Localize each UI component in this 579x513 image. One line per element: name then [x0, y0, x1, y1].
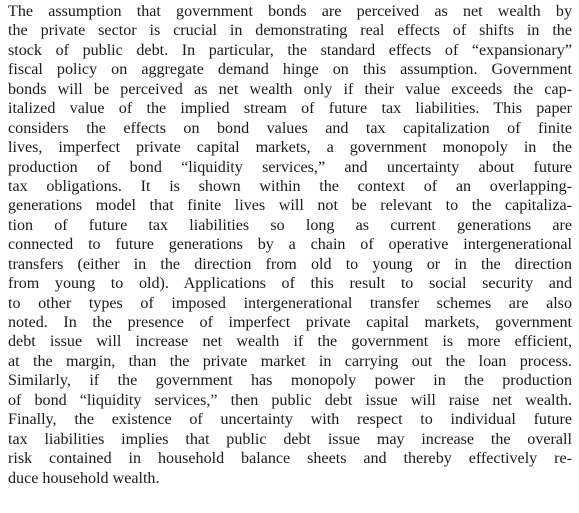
text-line-5: bonds will be perceived as net wealth on…: [8, 80, 572, 98]
text-line-24: risk contained in household balance shee…: [8, 450, 572, 468]
text-line-15: from young to old). Applications of this…: [8, 275, 572, 293]
text-line-2: the private sector is crucial in demonst…: [8, 22, 572, 40]
text-line-13: connected to future generations by a cha…: [8, 236, 572, 254]
text-line-22: Finally, the existence of uncertainty wi…: [8, 411, 572, 429]
text-line-8: lives, imperfect private capital markets…: [8, 139, 572, 157]
text-line-7: considers the effects on bond values and…: [8, 119, 572, 137]
text-line-4: fiscal policy on aggregate demand hinge …: [8, 61, 572, 79]
text-line-10: tax obligations. It is shown within the …: [8, 177, 572, 195]
text-line-25: duce household wealth.: [8, 469, 160, 487]
text-line-20: Similarly, if the government has monopol…: [8, 372, 572, 390]
text-line-23: tax liabilities implies that public debt…: [8, 430, 572, 448]
text-line-11: generations model that finite lives will…: [8, 197, 572, 215]
text-line-21: of bond “liquidity services,” then publi…: [8, 391, 572, 409]
text-line-17: noted. In the presence of imperfect priv…: [8, 314, 572, 331]
text-line-14: transfers (either in the direction from …: [8, 255, 572, 273]
abstract-paragraph: The assumption that government bonds are…: [8, 2, 572, 488]
text-line-18: debt issue will increase net wealth if t…: [8, 333, 572, 351]
text-line-19: at the margin, than the private market i…: [8, 352, 572, 370]
text-line-6: italized value of the implied stream of …: [8, 100, 572, 118]
text-line-9: production of bond “liquidity services,”…: [8, 158, 572, 176]
text-line-3: stock of public debt. In particular, the…: [8, 41, 572, 59]
text-line-12: tion of future tax liabilities so long a…: [8, 216, 572, 234]
text-line-1: The assumption that government bonds are…: [8, 3, 572, 20]
text-line-16: to other types of imposed intergeneratio…: [8, 294, 572, 312]
